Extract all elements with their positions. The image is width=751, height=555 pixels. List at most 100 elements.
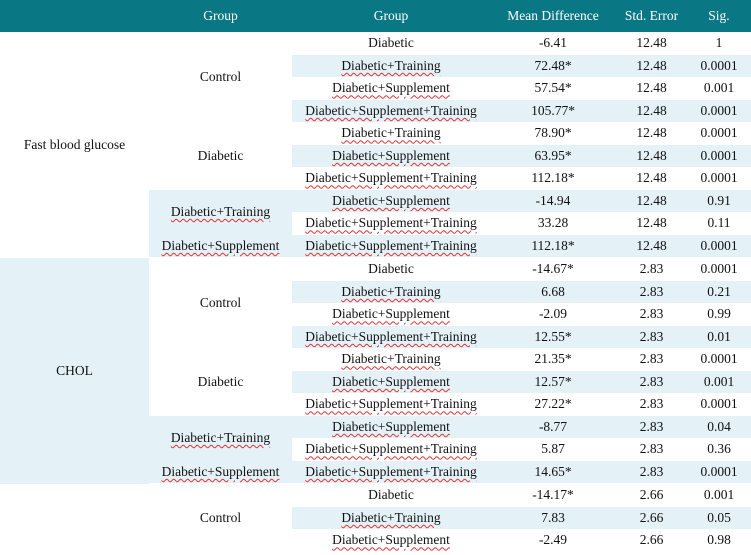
group-1-label: Diabetic+Training — [170, 430, 271, 445]
table-row: Diabetic+Supplement 12.57* 2.83 0.001 — [0, 370, 751, 393]
group-1-label: Diabetic+Training — [170, 204, 271, 219]
sig-cell: 0.0001 — [700, 396, 738, 412]
header-group-2: Group — [292, 0, 490, 32]
std-error-cell: 12.48 — [636, 35, 667, 51]
group-2-cell: Diabetic+Supplement+Training — [292, 99, 490, 122]
group-1-cell: Diabetic+Supplement — [149, 460, 292, 484]
sig-cell: 0.0001 — [687, 234, 751, 258]
table-row: Control Diabetic -14.17* 2.66 0.001 — [0, 483, 751, 552]
group-2-cell: Diabetic+Training — [292, 348, 490, 371]
table-row: Diabetic+Training 6.68 2.83 0.21 — [0, 280, 751, 303]
sig-cell: 0.01 — [687, 325, 751, 348]
table-row: Diabetic+Supplement+Training 105.77* 12.48… — [0, 99, 751, 122]
group-2-label: Diabetic+Supplement — [332, 418, 450, 434]
group-2-cell: Diabetic+Supplement — [292, 303, 490, 326]
group-1-label: Diabetic+Supplement — [161, 237, 280, 253]
mean-difference-cell: 72.48* — [490, 54, 616, 77]
group-2-label: Diabetic+Training — [341, 283, 441, 299]
table-row: Diabetic+Supplement Diabetic+Supplement+T… — [0, 460, 751, 484]
table-row: Diabetic+Supplement+Training 5.87 2.83 0.36 — [0, 438, 751, 461]
group-2-cell: Diabetic+Supplement — [292, 144, 490, 167]
group-2-label: Diabetic+Supplement+Training — [305, 102, 477, 118]
sig-cell: 0.001 — [687, 483, 751, 507]
sig-cell: 0.21 — [687, 280, 751, 303]
group-2-label: Diabetic+Supplement — [332, 306, 450, 322]
measure-label: CHOL — [0, 257, 149, 484]
group-2-cell: Diabetic+Supplement+Training — [292, 438, 490, 461]
group-2-label: Diabetic+Supplement+Training — [305, 237, 477, 253]
group-1-label: Diabetic — [197, 147, 244, 163]
group-2-label: Diabetic — [368, 35, 414, 51]
measure-label — [0, 483, 149, 552]
group-2-cell: Diabetic+Supplement — [292, 77, 490, 100]
sig-cell: 0.0001 — [700, 125, 738, 141]
group-2-label: Diabetic+Training — [341, 509, 441, 525]
header-sig: Sig. — [687, 0, 751, 32]
std-error-cell: 2.83 — [616, 280, 687, 303]
group-2-cell: Diabetic+Training — [292, 54, 490, 77]
mean-difference-cell: 105.77* — [490, 99, 616, 122]
mean-difference-cell: 57.54* — [534, 80, 572, 96]
sig-cell: 0.0001 — [700, 351, 738, 367]
mean-difference-cell: 12.57* — [490, 370, 616, 393]
group-2-label: Diabetic — [368, 487, 414, 503]
mean-difference-cell: 33.28 — [537, 215, 569, 231]
table-row: Diabetic+Training 72.48* 12.48 0.0001 — [0, 54, 751, 77]
group-2-label: Diabetic+Training — [341, 351, 441, 367]
group-1-cell: Control — [149, 257, 292, 348]
group-2-label: Diabetic+Supplement+Training — [305, 328, 477, 344]
std-error-cell: 2.83 — [639, 351, 664, 367]
sig-cell: 0.0001 — [687, 257, 751, 281]
group-2-cell: Diabetic+Training — [292, 122, 490, 145]
group-2-cell: Diabetic+Training — [292, 506, 490, 529]
sig-cell: 0.98 — [707, 532, 731, 548]
group-2-label: Diabetic+Supplement+Training — [305, 463, 477, 479]
group-2-label: Diabetic+Training — [341, 125, 441, 141]
group-2-cell: Diabetic — [292, 483, 490, 507]
sig-cell: 0.99 — [707, 306, 731, 322]
table-row: Diabetic Diabetic+Training 78.90* 12.48 0.00… — [0, 122, 751, 190]
std-error-cell: 2.66 — [616, 483, 687, 507]
std-error-cell: 12.48 — [616, 189, 687, 212]
sig-cell: 0.0001 — [700, 170, 738, 186]
table-row: Diabetic+Training Diabetic+Supplement -8.7… — [0, 415, 751, 461]
std-error-cell: 2.83 — [616, 257, 687, 281]
header-row: Group Group Mean Difference Std. Error S… — [0, 0, 751, 32]
mean-difference-cell: 112.18* — [531, 170, 575, 186]
mean-difference-cell: 78.90* — [534, 125, 572, 141]
std-error-cell: 12.48 — [636, 215, 667, 231]
group-2-cell: Diabetic — [292, 257, 490, 281]
table-row: Diabetic+Supplement+Training 112.18* 12.48… — [0, 167, 751, 190]
header-group-1: Group — [149, 0, 292, 32]
sig-cell: 0.04 — [687, 415, 751, 438]
sig-cell: 0.91 — [687, 189, 751, 212]
mean-difference-cell: -14.17* — [490, 483, 616, 507]
group-2-cell: Diabetic+Supplement+Training — [292, 393, 490, 416]
sig-cell: 1 — [715, 35, 723, 51]
table-row: Diabetic+Supplement 63.95* 12.48 0.0001 — [0, 144, 751, 167]
sig-cell: 0.0001 — [687, 54, 751, 77]
std-error-cell: 2.83 — [616, 415, 687, 438]
std-error-cell: 12.48 — [616, 234, 687, 258]
table-row: Diabetic Diabetic+Training 21.35* 2.83 0.000… — [0, 348, 751, 416]
mean-difference-cell: -2.49 — [538, 532, 568, 548]
sig-cell: 0.0001 — [687, 460, 751, 484]
group-1-label: Control — [199, 69, 242, 84]
std-error-cell: 12.48 — [616, 99, 687, 122]
std-error-cell: 2.83 — [639, 441, 664, 457]
table-row: Diabetic+Training 7.83 2.66 0.05 — [0, 506, 751, 529]
group-1-cell: Diabetic+Training — [149, 415, 292, 461]
std-error-cell: 2.66 — [639, 532, 664, 548]
group-2-cell: Diabetic+Supplement — [292, 529, 490, 552]
sig-cell: 0.0001 — [687, 99, 751, 122]
mean-difference-cell: -14.67* — [490, 257, 616, 281]
group-2-label: Diabetic+Supplement — [332, 532, 450, 548]
group-2-label: Diabetic+Supplement+Training — [305, 215, 477, 231]
table-row: Diabetic+Supplement+Training 33.28 12.48 0.… — [0, 212, 751, 235]
std-error-cell: 2.83 — [639, 306, 664, 322]
std-error-cell: 2.83 — [639, 396, 664, 412]
mean-difference-cell: 14.65* — [490, 460, 616, 484]
group-2-label: Diabetic+Supplement+Training — [305, 441, 477, 457]
group-1-cell: Control — [149, 483, 292, 552]
